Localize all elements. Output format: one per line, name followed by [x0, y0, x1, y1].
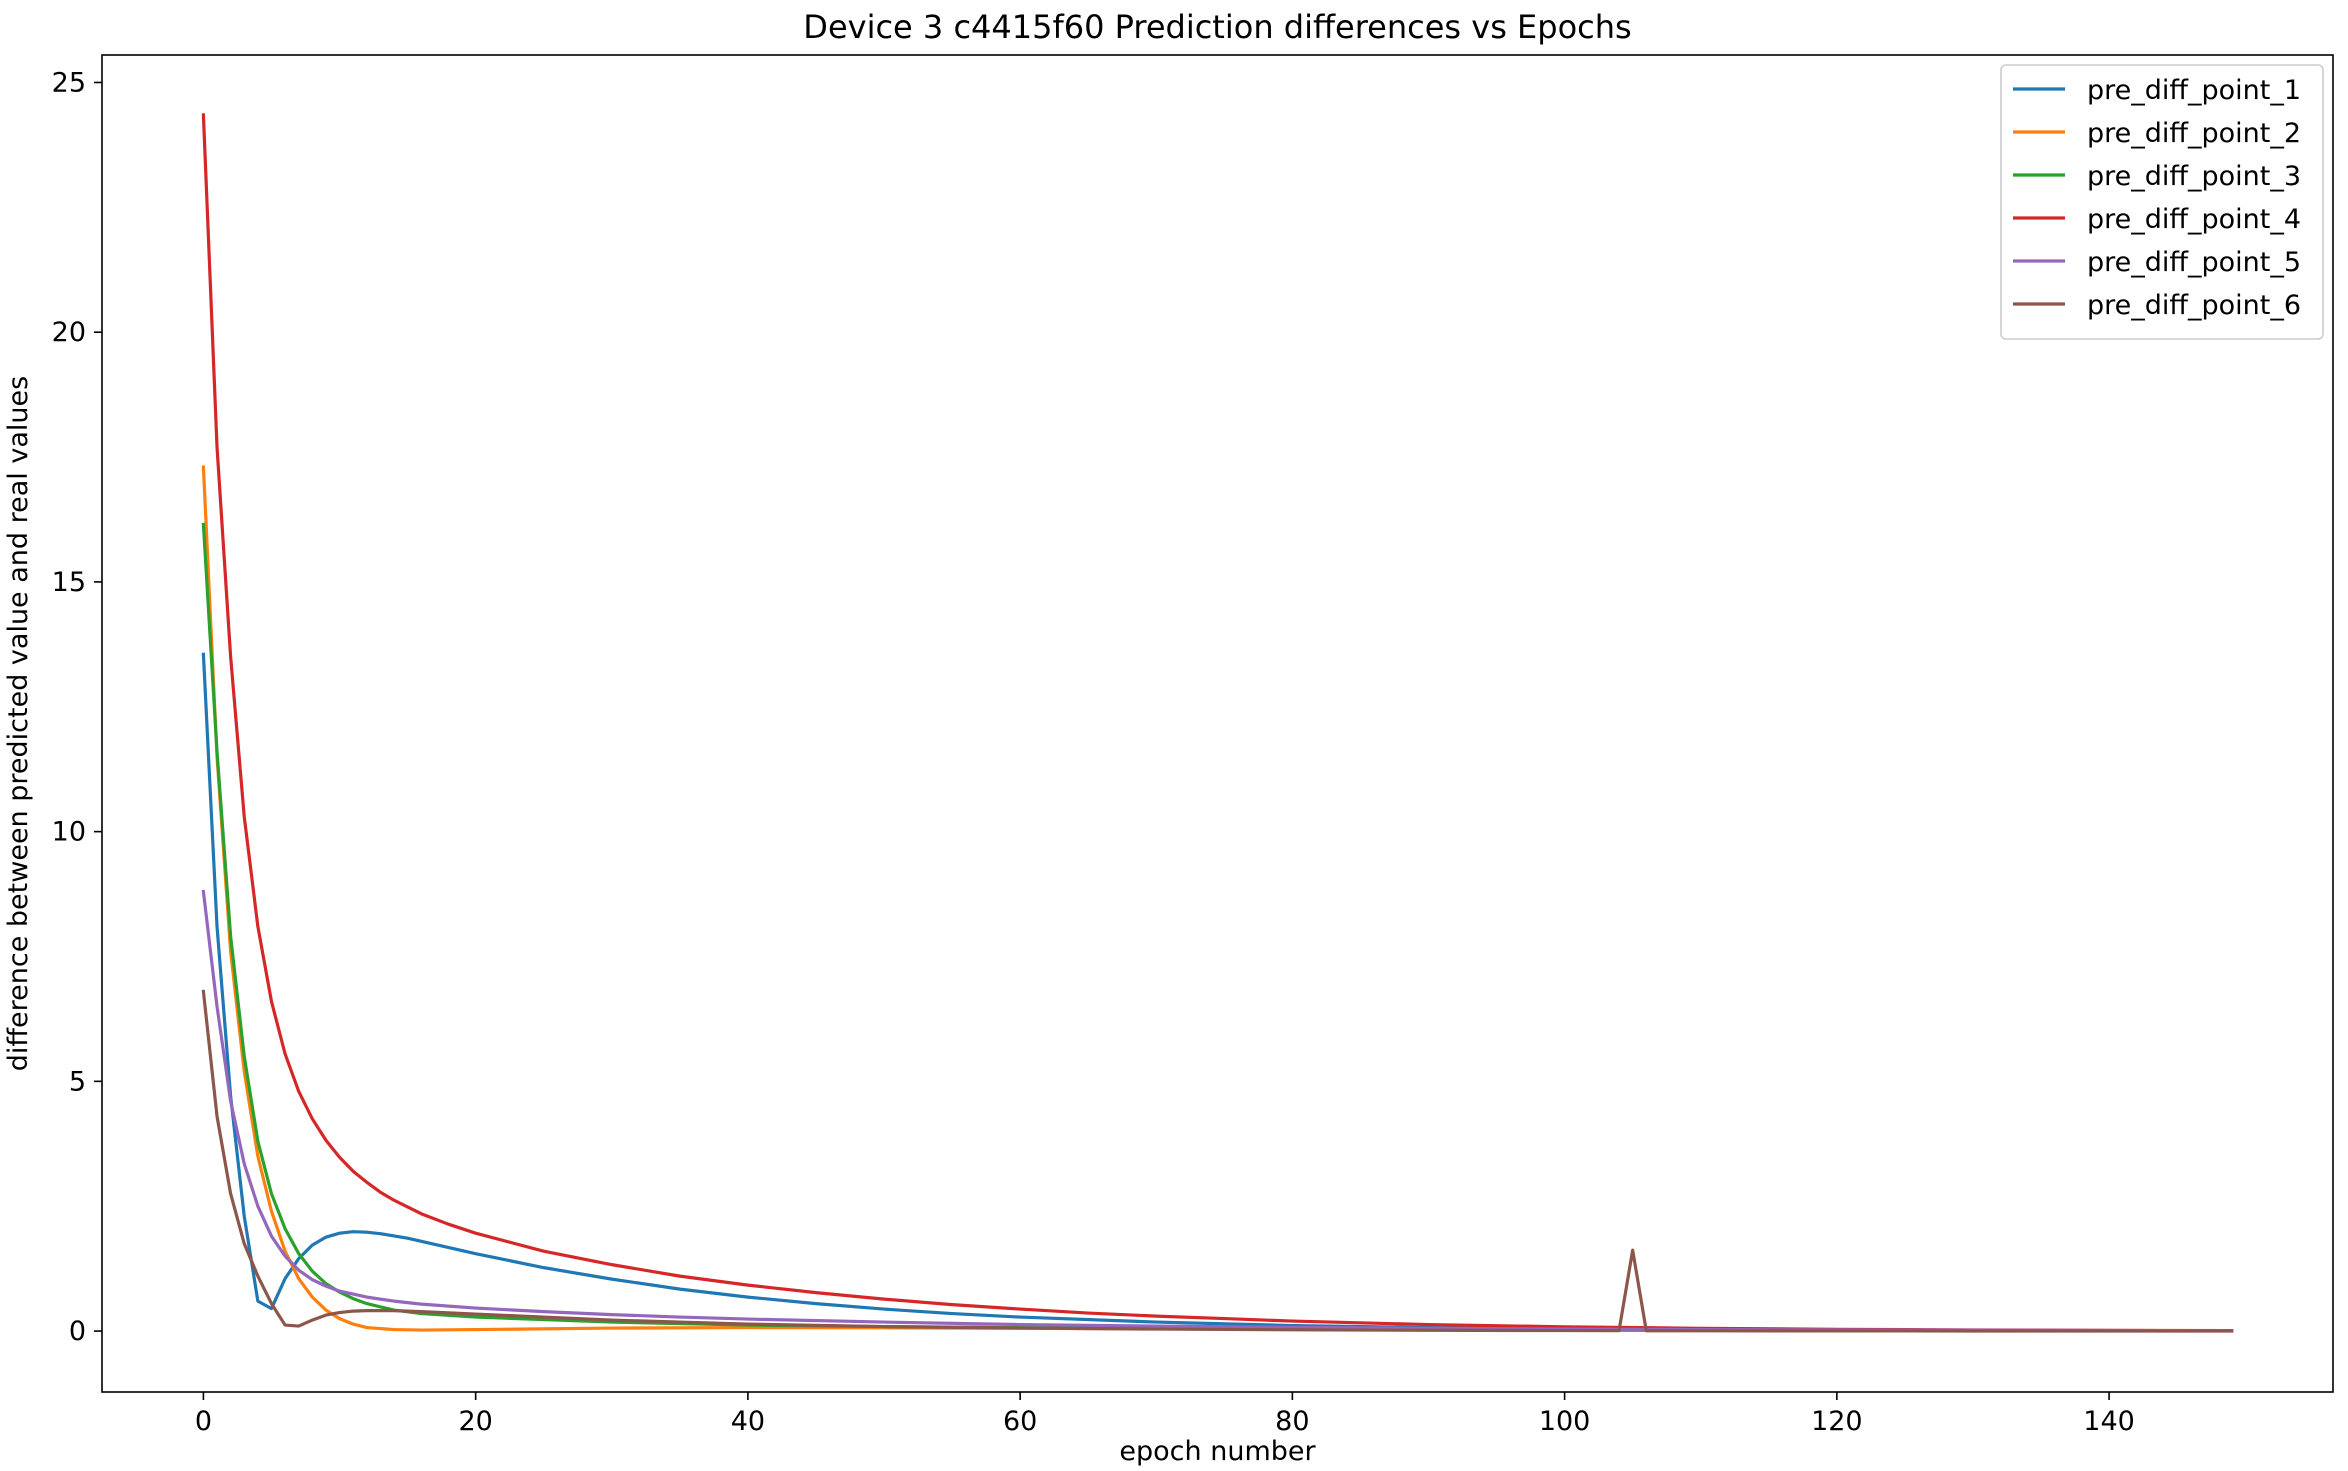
x-axis: 0 20 40 60 80 100 120 140 — [195, 1392, 2135, 1437]
y-tick-label: 0 — [69, 1316, 86, 1347]
legend-label-4: pre_diff_point_4 — [2087, 204, 2301, 235]
y-tick-label: 25 — [52, 67, 86, 98]
y-tick-label: 10 — [52, 817, 86, 848]
legend-box — [2000, 64, 2324, 340]
x-tick-label: 60 — [1003, 1406, 1037, 1437]
series-line-4 — [201, 113, 2234, 1333]
x-tick-label: 40 — [731, 1406, 765, 1437]
plot-frame — [101, 54, 2334, 1393]
x-tick-label: 140 — [2083, 1406, 2135, 1437]
series-line-6 — [201, 989, 2234, 1333]
x-tick-label: 100 — [1539, 1406, 1591, 1437]
legend-label-6: pre_diff_point_6 — [2087, 290, 2301, 321]
x-tick-label: 120 — [1811, 1406, 1863, 1437]
y-tick-label: 20 — [52, 317, 86, 348]
y-tick-label: 15 — [52, 567, 86, 598]
legend-label-2: pre_diff_point_2 — [2087, 118, 2301, 149]
plot-area — [101, 54, 2334, 1393]
legend-label-5: pre_diff_point_5 — [2087, 247, 2301, 278]
y-axis: 0 5 10 15 20 25 — [52, 67, 102, 1347]
legend: pre_diff_point_1 pre_diff_point_2 pre_diff… — [2000, 64, 2324, 340]
x-tick-label: 20 — [458, 1406, 492, 1437]
y-axis-label: difference between predicted value and r… — [3, 376, 34, 1071]
x-tick-label: 80 — [1275, 1406, 1309, 1437]
legend-label-3: pre_diff_point_3 — [2087, 161, 2301, 192]
series-layer — [201, 113, 2234, 1333]
y-tick-label: 5 — [69, 1066, 86, 1097]
x-tick-label: 0 — [195, 1406, 212, 1437]
chart-title: Device 3 c4415f60 Prediction differences… — [803, 8, 1631, 46]
x-axis-label: epoch number — [1119, 1436, 1316, 1467]
legend-label-1: pre_diff_point_1 — [2087, 75, 2301, 106]
